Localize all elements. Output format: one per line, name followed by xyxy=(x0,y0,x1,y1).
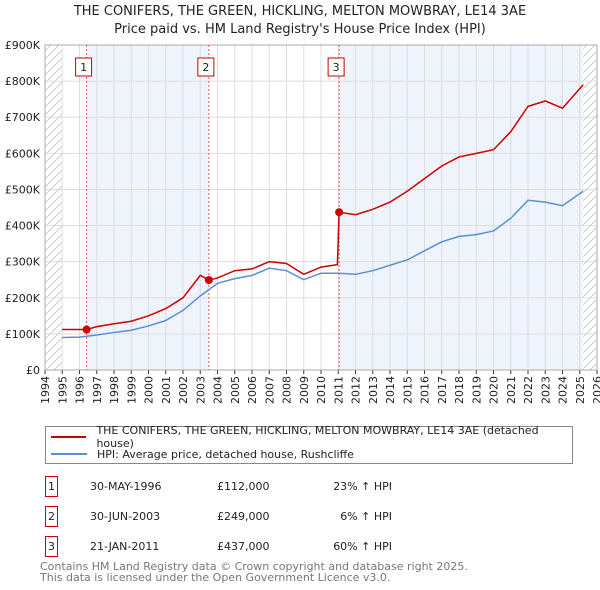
x-tick-label: 2013 xyxy=(367,376,380,404)
x-tick-label: 2009 xyxy=(298,376,311,404)
x-tick-label: 2007 xyxy=(263,376,276,404)
x-tick-label: 2018 xyxy=(453,376,466,404)
x-tick-label: 1997 xyxy=(91,376,104,404)
transaction-row: 1 30-MAY-1996 £112,000 23% ↑ HPI xyxy=(45,476,445,497)
x-tick-label: 1998 xyxy=(108,376,121,404)
shaded-period xyxy=(339,45,584,370)
x-tick-label: 2000 xyxy=(143,376,156,404)
transaction-price: £249,000 xyxy=(217,510,270,523)
y-tick-label: £700K xyxy=(5,111,41,124)
x-tick-label: 2010 xyxy=(315,376,328,404)
sale-label-box xyxy=(75,57,93,77)
x-tick-label: 1996 xyxy=(74,376,87,404)
y-tick-label: £0 xyxy=(26,364,40,377)
transaction-number: 2 xyxy=(45,506,58,527)
transaction-number: 3 xyxy=(45,536,58,557)
y-tick-label: £600K xyxy=(5,147,41,160)
sale-label-box xyxy=(327,57,345,77)
sale-point xyxy=(335,208,344,217)
x-tick-label: 2005 xyxy=(229,376,242,404)
y-tick-label: £500K xyxy=(5,183,41,196)
hatched-region xyxy=(45,45,63,370)
legend-label-hpi: HPI: Average price, detached house, Rush… xyxy=(97,447,354,461)
transaction-row: 2 30-JUN-2003 £249,000 6% ↑ HPI xyxy=(45,506,445,527)
sale-label: 3 xyxy=(333,61,340,74)
y-tick-label: £800K xyxy=(5,75,41,88)
x-tick-label: 2026 xyxy=(591,376,600,404)
transaction-hpi: 23% ↑ HPI xyxy=(333,480,392,493)
footer-line-1: Contains HM Land Registry data © Crown c… xyxy=(40,560,468,573)
transaction-date: 21-JAN-2011 xyxy=(90,540,160,553)
x-tick-label: 2021 xyxy=(505,376,518,404)
x-tick-label: 2008 xyxy=(281,376,294,404)
plot-frame xyxy=(44,44,598,371)
x-tick-label: 2012 xyxy=(350,376,363,404)
transaction-row: 3 21-JAN-2011 £437,000 60% ↑ HPI xyxy=(45,536,445,557)
series-line xyxy=(62,190,584,339)
x-tick-label: 2017 xyxy=(436,376,449,404)
legend-swatch-property xyxy=(51,436,87,438)
x-tick-label: 1994 xyxy=(39,376,52,404)
sale-point xyxy=(82,325,91,334)
chart-subtitle: Price paid vs. HM Land Registry's House … xyxy=(114,22,486,37)
x-tick-label: 2025 xyxy=(574,376,587,404)
legend: THE CONIFERS, THE GREEN, HICKLING, MELTO… xyxy=(45,424,573,464)
y-tick-label: £400K xyxy=(5,220,41,233)
x-tick-label: 2016 xyxy=(419,376,432,404)
x-tick-label: 2006 xyxy=(246,376,259,404)
x-tick-label: 2024 xyxy=(557,376,570,404)
legend-label-property: THE CONIFERS, THE GREEN, HICKLING, MELTO… xyxy=(96,424,539,450)
x-tick-label: 2004 xyxy=(212,376,225,404)
hatched-region xyxy=(583,45,597,370)
transaction-date: 30-JUN-2003 xyxy=(90,510,161,523)
sale-point xyxy=(204,276,213,285)
x-tick-label: 2002 xyxy=(177,376,190,404)
x-tick-label: 2001 xyxy=(160,376,173,404)
series-line xyxy=(62,84,584,331)
transaction-price: £437,000 xyxy=(217,540,270,553)
y-tick-label: £900K xyxy=(5,39,41,52)
y-tick-label: £300K xyxy=(5,256,41,269)
legend-swatch-hpi xyxy=(51,453,87,455)
y-tick-label: £100K xyxy=(5,328,41,341)
transaction-number: 1 xyxy=(45,476,58,497)
sale-label-box xyxy=(197,57,215,77)
footer-line-2: This data is licensed under the Open Gov… xyxy=(40,571,391,584)
x-tick-label: 2014 xyxy=(384,376,397,404)
x-tick-label: 2015 xyxy=(401,376,414,404)
x-tick-label: 2019 xyxy=(470,376,483,404)
x-tick-label: 2022 xyxy=(522,376,535,404)
shaded-period xyxy=(86,45,209,370)
y-tick-label: £200K xyxy=(5,292,41,305)
x-tick-label: 2023 xyxy=(539,376,552,404)
transaction-price: £112,000 xyxy=(217,480,270,493)
chart-title: THE CONIFERS, THE GREEN, HICKLING, MELTO… xyxy=(73,4,527,19)
transaction-hpi: 6% ↑ HPI xyxy=(340,510,392,523)
price-chart: 1994 1995 1996 1997 1998 1999 2000 2001 2002 2003… xyxy=(5,39,600,404)
transaction-hpi: 60% ↑ HPI xyxy=(333,540,392,553)
transaction-date: 30-MAY-1996 xyxy=(90,480,162,493)
x-tick-label: 1995 xyxy=(56,376,69,404)
x-tick-label: 1999 xyxy=(125,376,138,404)
sale-label: 1 xyxy=(80,61,87,74)
sale-label: 2 xyxy=(202,61,209,74)
x-tick-label: 2003 xyxy=(194,376,207,404)
x-tick-label: 2011 xyxy=(332,376,345,404)
x-tick-label: 2020 xyxy=(488,376,501,404)
